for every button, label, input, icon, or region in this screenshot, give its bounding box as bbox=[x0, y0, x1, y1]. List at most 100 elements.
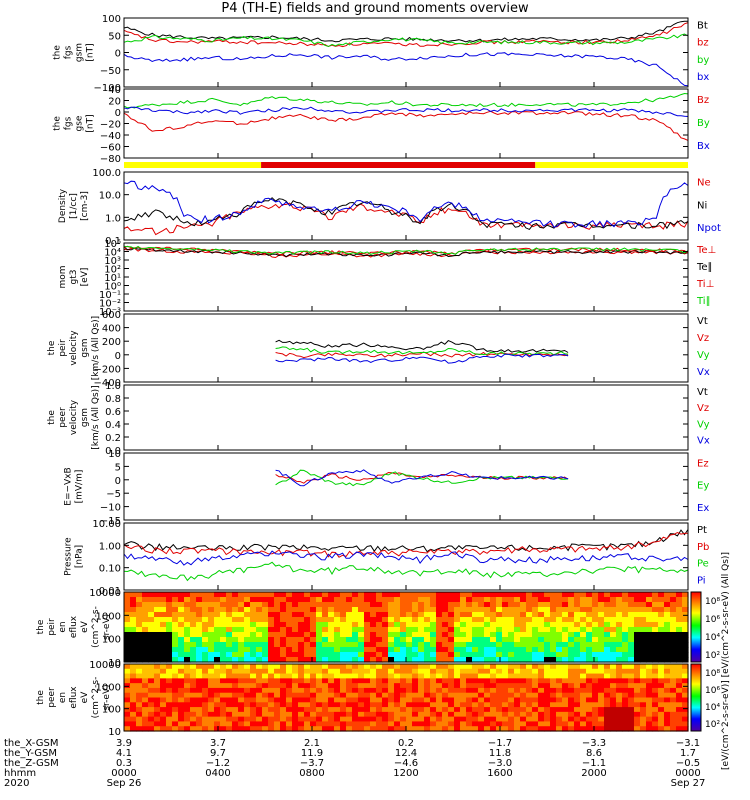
spectrogram-cell bbox=[310, 632, 317, 638]
spectrogram-cell bbox=[580, 602, 587, 608]
spectrogram-cell bbox=[418, 647, 425, 653]
spectrogram-cell bbox=[382, 627, 389, 633]
x-tick-label: 1600 bbox=[487, 768, 512, 779]
spectrogram-cell bbox=[202, 702, 209, 708]
spectrogram-cell bbox=[130, 602, 137, 608]
spectrogram-cell bbox=[172, 711, 179, 718]
spectrogram-cell bbox=[412, 622, 419, 628]
spectrogram-cell bbox=[580, 647, 587, 653]
spectrogram-cell bbox=[646, 664, 653, 670]
spectrogram-cell bbox=[502, 632, 509, 638]
y-axis-label: peir bbox=[58, 339, 68, 357]
spectrogram-cell bbox=[574, 602, 581, 608]
y-axis-label: [nT] bbox=[86, 114, 96, 132]
spectrogram-cell bbox=[124, 707, 131, 713]
spectrogram-cell bbox=[604, 617, 611, 623]
spectrogram-cell bbox=[358, 687, 365, 694]
spectrogram-cell bbox=[574, 612, 581, 618]
spectrogram-cell bbox=[340, 627, 347, 633]
spectrogram-cell bbox=[400, 673, 407, 679]
spectrogram-cell bbox=[388, 707, 395, 713]
spectrogram-cell bbox=[298, 647, 305, 653]
spectrogram-cell bbox=[220, 668, 227, 675]
spectrogram-cell bbox=[298, 642, 305, 648]
spectrogram-cell bbox=[388, 716, 395, 723]
spectrogram-cell bbox=[262, 642, 269, 648]
spectrogram-cell bbox=[544, 612, 551, 618]
spectrogram-cell bbox=[586, 622, 593, 628]
spectrogram-cell bbox=[196, 721, 203, 727]
spectrogram-cell bbox=[598, 726, 605, 732]
spectrogram-cell bbox=[550, 721, 557, 727]
spectrogram-cell bbox=[304, 652, 311, 658]
spectrogram-cell bbox=[316, 707, 323, 713]
spectrogram-cell bbox=[604, 652, 611, 658]
spectrogram-cell bbox=[388, 617, 395, 623]
spectrogram-cell bbox=[658, 637, 665, 643]
spectrogram-cell bbox=[610, 617, 617, 623]
spectrogram-cell bbox=[262, 664, 269, 670]
spectrogram-cell bbox=[580, 702, 587, 708]
spectrogram-cell bbox=[196, 657, 203, 663]
spectrogram-cell bbox=[598, 647, 605, 653]
spectrogram-cell bbox=[172, 617, 179, 623]
spectrogram-cell bbox=[526, 607, 533, 613]
spectrogram-cell bbox=[568, 592, 575, 598]
spectrogram-cell bbox=[412, 607, 419, 613]
spectrogram-cell bbox=[214, 612, 221, 618]
spectrogram-cell bbox=[616, 707, 623, 713]
spectrogram-cell bbox=[484, 632, 491, 638]
spectrogram-cell bbox=[568, 711, 575, 718]
spectrogram-cell bbox=[586, 657, 593, 663]
spectrogram-cell bbox=[640, 607, 647, 613]
spectrogram-cell bbox=[652, 627, 659, 633]
spectrogram-cell bbox=[124, 678, 131, 684]
spectrogram-cell bbox=[514, 716, 521, 723]
spectrogram-cell bbox=[550, 683, 557, 689]
spectrogram-cell bbox=[190, 597, 197, 603]
spectrogram-cell bbox=[430, 726, 437, 732]
spectrogram-cell bbox=[592, 687, 599, 694]
spectrogram-cell bbox=[322, 707, 329, 713]
spectrogram-cell bbox=[442, 687, 449, 694]
spectrogram-cell bbox=[622, 711, 629, 718]
spectrogram-cell bbox=[418, 607, 425, 613]
spectrogram-cell bbox=[370, 668, 377, 675]
spectrogram-cell bbox=[268, 716, 275, 723]
spectrogram-cell bbox=[160, 617, 167, 623]
spectrogram-cell bbox=[130, 637, 137, 643]
spectrogram-cell bbox=[358, 642, 365, 648]
spectrogram-cell bbox=[508, 612, 515, 618]
spectrogram-cell bbox=[130, 687, 137, 694]
spectrogram-cell bbox=[682, 652, 689, 658]
x-tick-label: 3.7 bbox=[210, 738, 226, 749]
spectrogram-cell bbox=[148, 668, 155, 675]
spectrogram-cell bbox=[154, 687, 161, 694]
spectrogram-cell bbox=[292, 612, 299, 618]
spectrogram-cell bbox=[310, 726, 317, 732]
spectrogram-cell bbox=[574, 622, 581, 628]
spectrogram-cell bbox=[262, 702, 269, 708]
spectrogram-cell bbox=[652, 721, 659, 727]
spectrogram-cell bbox=[256, 726, 263, 732]
spectrogram-cell bbox=[454, 602, 461, 608]
spectrogram-cell bbox=[478, 668, 485, 675]
spectrogram-cell bbox=[220, 612, 227, 618]
spectrogram-cell bbox=[436, 726, 443, 732]
spectrogram-cell bbox=[604, 721, 611, 727]
spectrogram-cell bbox=[652, 622, 659, 628]
spectrogram-cell bbox=[394, 683, 401, 689]
spectrogram-cell bbox=[532, 657, 539, 663]
spectrogram-cell bbox=[574, 668, 581, 675]
spectrogram-cell bbox=[634, 637, 641, 643]
spectrogram-cell bbox=[682, 657, 689, 663]
spectrogram-cell bbox=[298, 707, 305, 713]
spectrogram-cell bbox=[226, 647, 233, 653]
spectrogram-cell bbox=[124, 647, 131, 653]
spectrogram-cell bbox=[166, 632, 173, 638]
spectrogram-cell bbox=[196, 632, 203, 638]
spectrogram-cell bbox=[538, 632, 545, 638]
spectrogram-cell bbox=[334, 721, 341, 727]
spectrogram-cell bbox=[310, 652, 317, 658]
spectrogram-cell bbox=[454, 632, 461, 638]
